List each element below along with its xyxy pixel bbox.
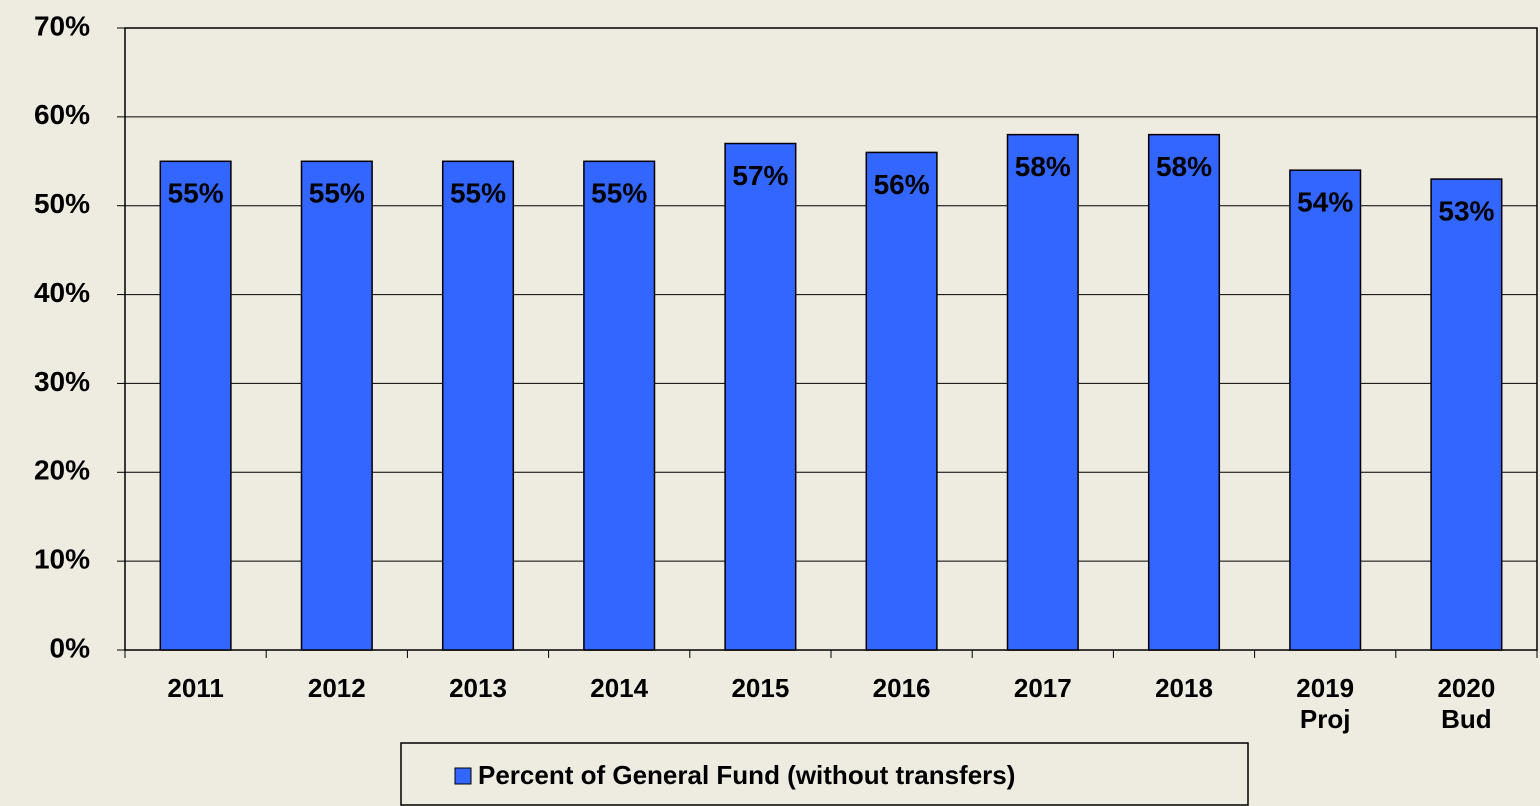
y-tick-label: 10%	[34, 544, 90, 575]
data-label: 55%	[450, 178, 506, 209]
data-label: 58%	[1156, 151, 1212, 182]
data-label: 56%	[874, 169, 930, 200]
x-tick-label: 2015	[731, 673, 789, 703]
y-tick-label: 60%	[34, 99, 90, 130]
y-tick-label: 30%	[34, 366, 90, 397]
data-label: 55%	[591, 178, 647, 209]
bar	[441, 160, 515, 651]
x-tick-label: 2014	[590, 673, 648, 703]
bar	[583, 160, 656, 651]
x-tick-label: 2013	[449, 673, 507, 703]
x-tick-label: 2020 Bud	[1437, 673, 1495, 734]
y-tick-label: 40%	[34, 277, 90, 308]
bar	[1006, 133, 1079, 651]
bar	[1147, 133, 1221, 651]
x-tick-label: 2016	[873, 673, 931, 703]
data-label: 54%	[1297, 187, 1353, 218]
bar	[300, 160, 373, 651]
data-label: 53%	[1438, 195, 1494, 226]
y-tick-label: 50%	[34, 188, 90, 219]
bar	[724, 142, 797, 651]
x-tick-label: 2018	[1155, 673, 1213, 703]
bar	[1289, 169, 1362, 651]
data-label: 58%	[1015, 151, 1071, 182]
bar	[865, 151, 938, 651]
data-label: 57%	[732, 160, 788, 191]
bar	[159, 160, 232, 651]
y-tick-label: 0%	[50, 632, 91, 663]
y-tick-label: 20%	[34, 455, 90, 486]
legend-swatch	[454, 767, 472, 785]
data-label: 55%	[168, 178, 224, 209]
x-tick-label: 2012	[308, 673, 366, 703]
bar	[1430, 178, 1503, 651]
x-tick-label: 2011	[167, 673, 223, 703]
x-tick-label: 2019 Proj	[1296, 673, 1354, 734]
x-tick-label: 2017	[1014, 673, 1072, 703]
legend-label: Percent of General Fund (without transfe…	[478, 760, 1015, 790]
legend-box	[400, 742, 1249, 806]
y-tick-label: 70%	[34, 10, 90, 41]
data-label: 55%	[309, 178, 365, 209]
